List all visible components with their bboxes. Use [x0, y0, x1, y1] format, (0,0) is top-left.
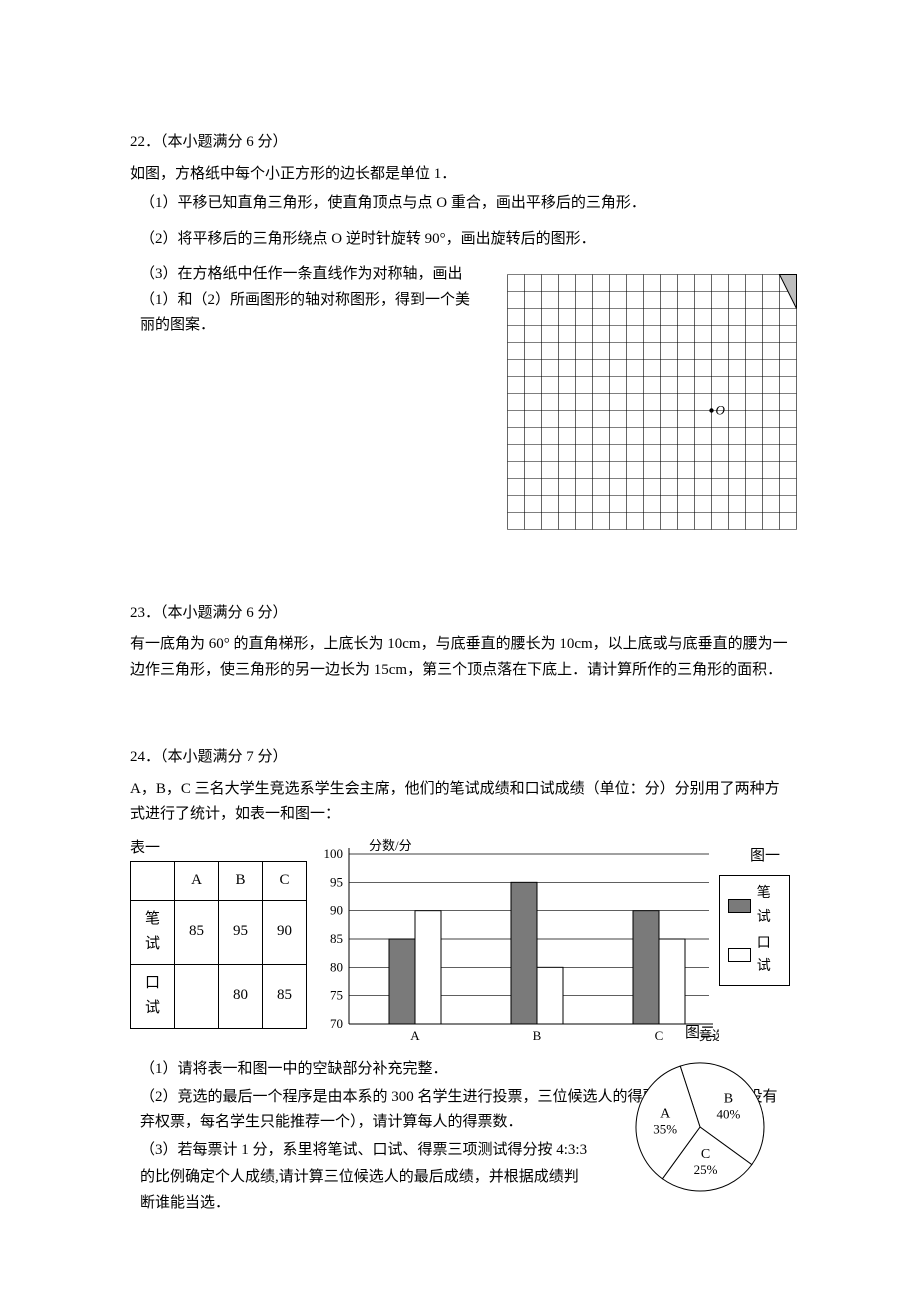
legend-row: 笔试	[728, 882, 781, 930]
q22-grid-figure: O	[507, 274, 798, 531]
svg-text:A: A	[410, 1028, 420, 1043]
svg-text:70: 70	[330, 1016, 343, 1031]
table-caption: 表一	[130, 836, 307, 862]
bar-chart: 707580859095100分数/分ABC竞选人	[307, 836, 719, 1046]
q24-part3b: 的比例确定个人成绩,请计算三位候选人的最后成绩，并根据成绩判断谁能当选．	[130, 1165, 590, 1216]
legend-row: 口试	[728, 932, 781, 980]
svg-text:35%: 35%	[653, 1121, 677, 1136]
q24-part3a: （3）若每票计 1 分，系里将笔试、口试、得票三项测试得分按 4:3:3	[130, 1138, 590, 1164]
svg-text:100: 100	[324, 846, 344, 861]
svg-text:分数/分: 分数/分	[369, 838, 412, 853]
pie-chart: B40% C25% A35%	[620, 1047, 780, 1207]
svg-text:85: 85	[330, 931, 343, 946]
grid-svg: O	[507, 274, 798, 531]
svg-text:90: 90	[330, 902, 343, 917]
q22-part3: （3）在方格纸中任作一条直线作为对称轴，画出（1）和（2）所画图形的轴对称图形，…	[130, 262, 480, 339]
q23-body: 有一底角为 60° 的直角梯形，上底长为 10cm，与底垂直的腰长为 10cm，…	[130, 632, 790, 683]
score-table: ABC笔试859590口试8085	[130, 861, 307, 1029]
svg-text:75: 75	[330, 987, 343, 1002]
legend-swatch-hollow	[728, 948, 751, 962]
legend-label: 口试	[757, 932, 781, 980]
svg-text:40%: 40%	[717, 1106, 741, 1121]
svg-text:A: A	[660, 1106, 671, 1121]
svg-text:95: 95	[330, 874, 343, 889]
svg-text:25%: 25%	[694, 1161, 718, 1176]
svg-text:O: O	[716, 403, 726, 418]
svg-text:C: C	[701, 1146, 710, 1161]
q22-part1: （1）平移已知直角三角形，使直角顶点与点 O 重合，画出平移后的三角形．	[130, 191, 790, 217]
q22-heading: 22．（本小题满分 6 分）	[130, 130, 790, 156]
question-22: 22．（本小题满分 6 分） 如图，方格纸中每个小正方形的边长都是单位 1． （…	[130, 130, 790, 579]
pie-caption: 图二	[610, 1021, 790, 1047]
chart-caption: 图一	[719, 844, 790, 870]
svg-text:80: 80	[330, 959, 343, 974]
chart-legend: 笔试 口试	[719, 875, 790, 986]
q24-heading: 24．（本小题满分 7 分）	[130, 745, 790, 771]
q22-part2: （2）将平移后的三角形绕点 O 逆时针旋转 90°，画出旋转后的图形．	[130, 227, 790, 253]
legend-swatch-filled	[728, 899, 751, 913]
pie-figure: 图二 B40% C25% A35%	[610, 1021, 790, 1216]
question-24: 24．（本小题满分 7 分） A，B，C 三名大学生竞选系学生会主席，他们的笔试…	[130, 745, 790, 1216]
legend-label: 笔试	[757, 882, 781, 930]
q23-heading: 23．（本小题满分 6 分）	[130, 601, 790, 627]
q22-intro: 如图，方格纸中每个小正方形的边长都是单位 1．	[130, 162, 790, 188]
svg-text:B: B	[724, 1091, 733, 1106]
svg-text:B: B	[533, 1028, 542, 1043]
question-23: 23．（本小题满分 6 分） 有一底角为 60° 的直角梯形，上底长为 10cm…	[130, 601, 790, 684]
q24-intro: A，B，C 三名大学生竞选系学生会主席，他们的笔试成绩和口试成绩（单位：分）分别…	[130, 777, 790, 828]
